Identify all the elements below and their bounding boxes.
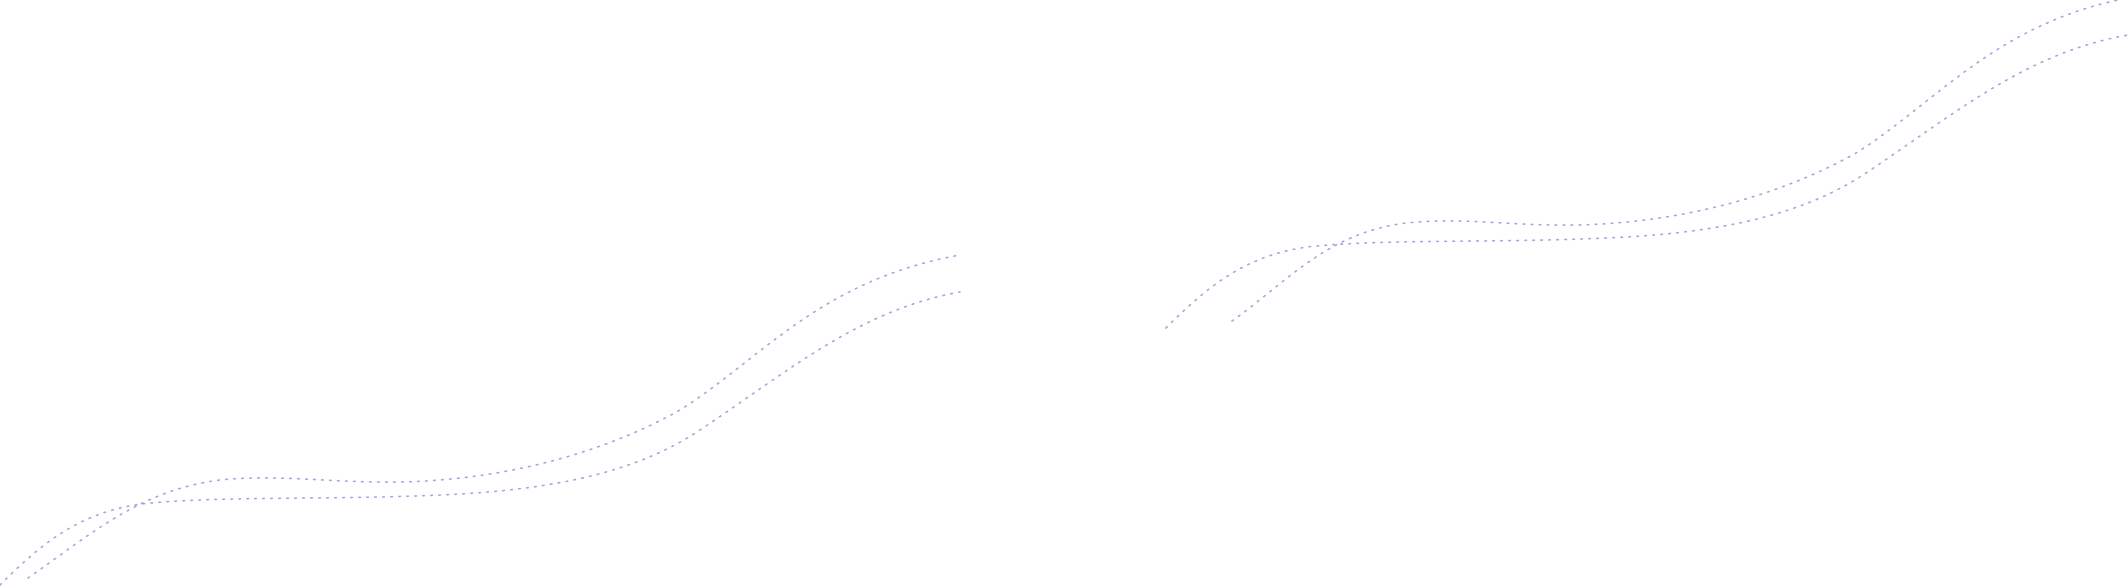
wave-line	[0, 291, 961, 586]
wave-line	[1231, 0, 2123, 322]
wave-group-left	[0, 254, 961, 586]
wave-group-right	[1165, 0, 2128, 329]
wave-line	[27, 254, 961, 579]
wave-line	[1165, 34, 2128, 329]
